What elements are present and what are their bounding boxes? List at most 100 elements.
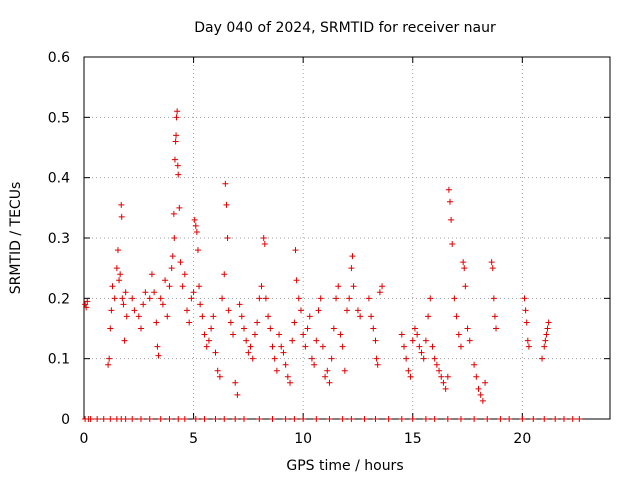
data-point bbox=[225, 307, 232, 314]
data-point bbox=[153, 319, 160, 326]
data-point bbox=[94, 416, 101, 422]
data-point bbox=[473, 373, 480, 380]
data-point bbox=[199, 313, 206, 320]
data-point bbox=[400, 343, 407, 350]
data-point bbox=[365, 295, 372, 302]
data-point bbox=[227, 319, 234, 326]
data-point bbox=[251, 331, 258, 338]
data-point bbox=[256, 416, 263, 422]
data-point bbox=[121, 337, 128, 344]
data-point bbox=[324, 367, 331, 374]
data-point bbox=[409, 337, 416, 344]
data-point bbox=[457, 343, 464, 350]
data-point bbox=[370, 325, 377, 332]
data-point bbox=[431, 355, 438, 362]
data-point bbox=[304, 325, 311, 332]
data-point bbox=[482, 379, 489, 386]
data-point bbox=[453, 313, 460, 320]
data-point bbox=[493, 325, 500, 332]
data-point bbox=[168, 265, 175, 272]
data-point bbox=[193, 228, 200, 235]
axis-ticks: 0 0.1 0.2 0.3 0.4 0.5 0.6 0 5 10 15 20 bbox=[48, 50, 610, 447]
data-point bbox=[349, 253, 356, 260]
data-point bbox=[525, 343, 532, 350]
data-point bbox=[431, 416, 438, 422]
data-point bbox=[173, 114, 180, 121]
data-point bbox=[100, 416, 107, 422]
data-point bbox=[519, 416, 526, 422]
data-point bbox=[140, 301, 147, 308]
data-point bbox=[129, 416, 136, 422]
data-point bbox=[276, 331, 283, 338]
data-point bbox=[278, 343, 285, 350]
data-point bbox=[448, 216, 455, 223]
data-point bbox=[205, 337, 212, 344]
data-point bbox=[287, 379, 294, 386]
data-point bbox=[348, 265, 355, 272]
data-point bbox=[157, 295, 164, 302]
data-point bbox=[289, 337, 296, 344]
data-point bbox=[176, 204, 183, 211]
data-point bbox=[461, 265, 468, 272]
data-point bbox=[157, 416, 164, 422]
data-point bbox=[418, 349, 425, 356]
data-point bbox=[219, 295, 226, 302]
data-point bbox=[379, 283, 386, 290]
data-point bbox=[326, 379, 333, 386]
data-point bbox=[372, 337, 379, 344]
data-point bbox=[284, 373, 291, 380]
data-point bbox=[87, 416, 94, 422]
data-point bbox=[191, 216, 198, 223]
data-point bbox=[174, 108, 181, 115]
data-point bbox=[348, 416, 355, 422]
data-point bbox=[117, 271, 124, 278]
data-point bbox=[313, 416, 320, 422]
data-point bbox=[119, 295, 126, 302]
data-point bbox=[302, 343, 309, 350]
data-point bbox=[445, 186, 452, 193]
data-point bbox=[159, 301, 166, 308]
data-point bbox=[249, 355, 256, 362]
data-point bbox=[118, 201, 125, 208]
y-tick-label: 0.2 bbox=[48, 291, 70, 307]
data-point bbox=[291, 319, 298, 326]
data-point bbox=[84, 298, 91, 305]
data-point bbox=[444, 373, 451, 380]
data-point bbox=[107, 325, 114, 332]
data-point bbox=[521, 295, 528, 302]
data-point bbox=[354, 307, 361, 314]
data-point bbox=[224, 235, 231, 241]
data-point bbox=[530, 416, 537, 422]
data-point bbox=[192, 416, 199, 422]
grid bbox=[84, 57, 610, 419]
data-point bbox=[490, 295, 497, 302]
data-point bbox=[328, 355, 335, 362]
data-point bbox=[170, 210, 177, 217]
data-point bbox=[179, 283, 186, 290]
data-point bbox=[142, 289, 149, 296]
data-point bbox=[192, 222, 199, 229]
data-point bbox=[171, 156, 178, 163]
x-tick-label: 0 bbox=[80, 431, 89, 447]
data-point bbox=[181, 416, 188, 422]
data-point bbox=[350, 283, 357, 290]
data-point bbox=[240, 325, 247, 332]
data-point bbox=[403, 355, 410, 362]
data-point bbox=[522, 307, 529, 314]
data-point bbox=[313, 337, 320, 344]
data-point bbox=[210, 313, 217, 320]
data-point bbox=[471, 416, 478, 422]
data-point bbox=[243, 337, 250, 344]
data-point bbox=[491, 313, 498, 320]
data-point bbox=[341, 367, 348, 374]
data-point bbox=[113, 265, 120, 272]
data-point bbox=[576, 416, 583, 422]
data-point bbox=[184, 307, 191, 314]
data-point bbox=[196, 283, 203, 290]
data-point bbox=[216, 373, 223, 380]
data-point bbox=[506, 416, 513, 422]
data-point bbox=[523, 319, 530, 326]
data-point bbox=[479, 397, 486, 404]
data-point bbox=[154, 343, 161, 350]
